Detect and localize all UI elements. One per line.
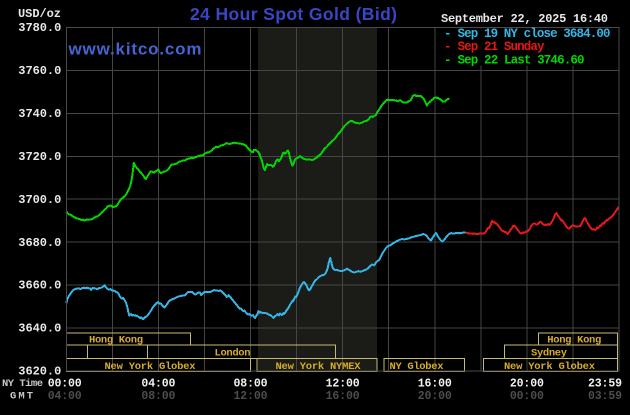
svg-text:12:00: 12:00 — [326, 377, 360, 390]
svg-text:3740.0: 3740.0 — [18, 107, 61, 121]
svg-text:NY Globex: NY Globex — [390, 361, 445, 373]
svg-text:3700.0: 3700.0 — [18, 193, 61, 207]
svg-text:3680.0: 3680.0 — [18, 236, 61, 250]
svg-text:www.kitco.com: www.kitco.com — [68, 40, 202, 59]
svg-text:New York Globex: New York Globex — [105, 361, 197, 373]
svg-text:3620.0: 3620.0 — [18, 365, 61, 379]
svg-text:16:00: 16:00 — [326, 390, 360, 403]
svg-text:3660.0: 3660.0 — [18, 279, 61, 293]
svg-text:16:00: 16:00 — [418, 377, 452, 390]
svg-text:-: - — [444, 53, 452, 67]
svg-text:3760.0: 3760.0 — [18, 64, 61, 78]
svg-text:04:00: 04:00 — [48, 390, 82, 403]
svg-text:24 Hour Spot Gold (Bid): 24 Hour Spot Gold (Bid) — [190, 4, 397, 24]
svg-text:3720.0: 3720.0 — [18, 150, 61, 164]
svg-text:08:00: 08:00 — [141, 390, 175, 403]
svg-text:Sydney: Sydney — [531, 348, 568, 360]
svg-text:00:00: 00:00 — [510, 390, 544, 403]
svg-text:USD/oz: USD/oz — [18, 7, 61, 21]
svg-text:12:00: 12:00 — [234, 390, 268, 403]
svg-text:3780.0: 3780.0 — [18, 21, 61, 35]
svg-text:23:59: 23:59 — [588, 377, 622, 390]
svg-text:20:00: 20:00 — [510, 377, 544, 390]
svg-text:NY Time: NY Time — [2, 378, 43, 390]
svg-text:Sep 22 Last 3746.60: Sep 22 Last 3746.60 — [458, 53, 585, 67]
svg-text:London: London — [215, 348, 251, 360]
svg-text:Hong Kong: Hong Kong — [89, 335, 143, 347]
svg-text:Sep 19 NY close 3684.00: Sep 19 NY close 3684.00 — [458, 27, 611, 41]
svg-text:GMT: GMT — [10, 391, 33, 403]
svg-text:20:00: 20:00 — [418, 390, 452, 403]
svg-text:03:59: 03:59 — [588, 390, 622, 403]
svg-text:New York Globex: New York Globex — [504, 361, 596, 373]
svg-text:New York NYMEX: New York NYMEX — [276, 361, 362, 373]
svg-text:Hong Kong: Hong Kong — [547, 335, 601, 347]
svg-text:00:00: 00:00 — [48, 377, 82, 390]
svg-text:-: - — [444, 40, 452, 54]
svg-text:04:00: 04:00 — [141, 377, 175, 390]
svg-text:-: - — [444, 27, 452, 41]
svg-text:September 22, 2025 16:40: September 22, 2025 16:40 — [441, 12, 608, 26]
svg-text:Sep 21 Sunday: Sep 21 Sunday — [458, 40, 545, 54]
svg-text:08:00: 08:00 — [234, 377, 268, 390]
svg-text:3640.0: 3640.0 — [18, 322, 61, 336]
